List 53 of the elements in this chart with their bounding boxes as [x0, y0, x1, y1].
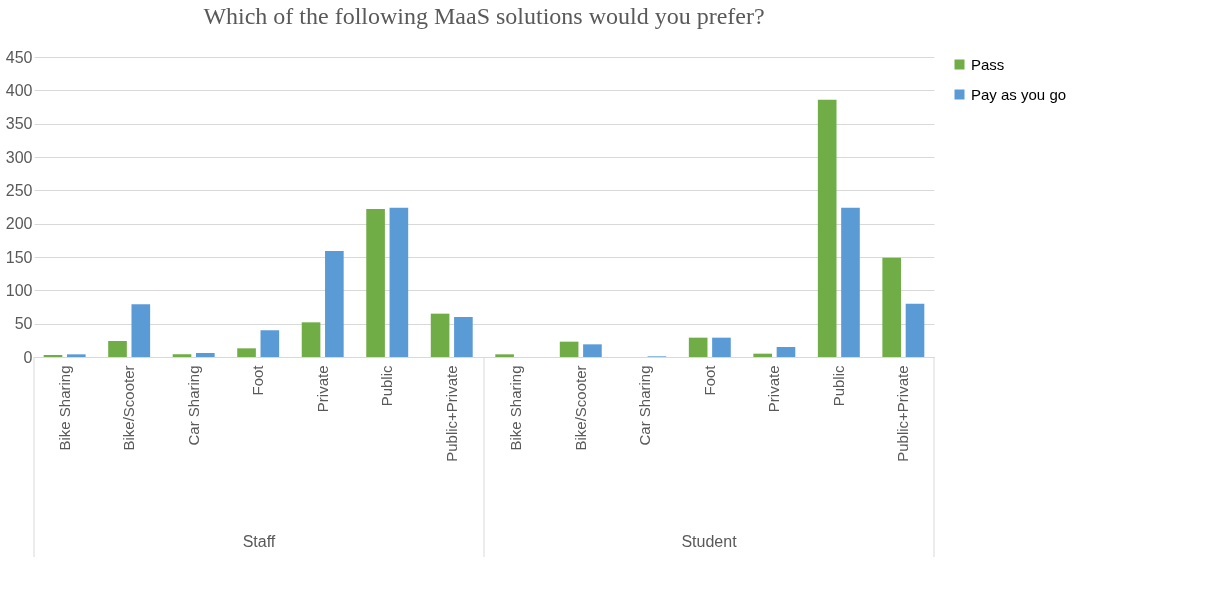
x-tick-label: Public+Private: [442, 365, 460, 462]
x-tick-label: Foot: [700, 364, 718, 396]
bar: [366, 209, 385, 357]
bar: [389, 207, 409, 357]
x-tick-label: Bike Sharing: [507, 365, 525, 451]
x-tick-label: Car Sharing: [184, 365, 202, 446]
x-tick-label: Bike/Scooter: [571, 365, 589, 451]
x-tick-label: Bike Sharing: [55, 365, 73, 451]
y-tick-label: 250: [5, 181, 33, 199]
bar: [172, 354, 192, 357]
legend-label: Pay as you go: [971, 85, 1067, 103]
y-tick-label: 400: [5, 81, 33, 99]
bar: [325, 251, 344, 357]
bar: [430, 313, 450, 357]
x-tick-label: Private: [765, 365, 783, 413]
bar: [260, 330, 280, 357]
y-tick-label: 200: [5, 215, 33, 233]
y-tick-label: 50: [14, 315, 33, 333]
bar: [559, 341, 579, 357]
x-tick-label: Public: [378, 365, 396, 407]
text: Staff: [242, 533, 276, 550]
bar: [712, 337, 731, 357]
y-tick-label: 0: [23, 348, 33, 366]
bar: [583, 344, 602, 357]
bar: [454, 317, 473, 357]
bar: [495, 354, 514, 357]
y-tick-label: 300: [5, 148, 33, 166]
bar: [131, 304, 151, 357]
bar: [237, 348, 256, 357]
x-tick-label: Car Sharing: [636, 365, 654, 446]
y-tick-label: 150: [5, 248, 33, 266]
x-tick-label: Public: [829, 365, 847, 407]
text: Student: [681, 533, 738, 550]
bar: [196, 353, 215, 357]
y-tick-label: 100: [5, 281, 33, 299]
bar: [66, 354, 86, 357]
x-tick-label: Bike/Scooter: [120, 365, 138, 451]
bar: [776, 347, 796, 357]
bar: [753, 353, 772, 357]
bar: [817, 99, 837, 357]
x-tick-label: Foot: [249, 364, 267, 396]
legend-label: Pass: [971, 55, 1005, 73]
y-tick-label: 350: [5, 115, 33, 133]
chart-title: Which of the following MaaS solutions would you prefer?: [203, 3, 765, 29]
x-tick-label: Private: [313, 365, 331, 413]
bar: [905, 303, 925, 357]
bar: [882, 257, 902, 357]
bar: [301, 322, 321, 357]
y-tick-label: 450: [5, 48, 33, 66]
bar: [108, 341, 127, 357]
x-tick-label: Public+Private: [894, 365, 912, 462]
bar: [688, 337, 708, 357]
bar: [841, 207, 860, 357]
